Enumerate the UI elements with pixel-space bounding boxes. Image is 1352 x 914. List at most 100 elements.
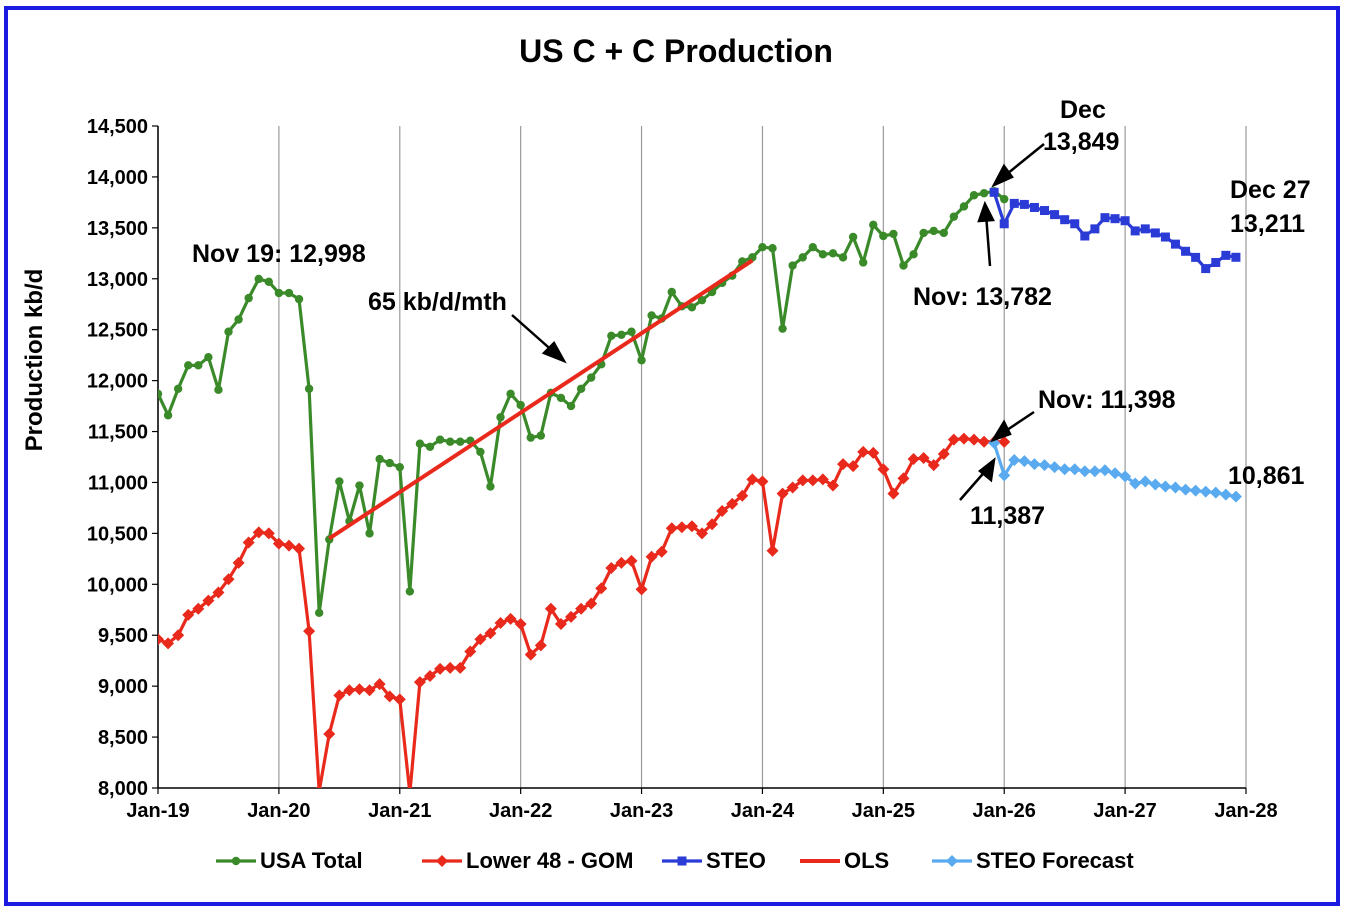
point-steo-22 <box>1211 257 1221 267</box>
point-steo-forecast-15 <box>1139 475 1152 488</box>
point-steo-forecast-13 <box>1119 470 1132 483</box>
point-usa-total-22 <box>375 454 384 464</box>
point-lower-48-gom-39 <box>544 602 557 615</box>
point-lower-48-gom-75 <box>907 453 920 466</box>
point-usa-total-47 <box>627 327 636 336</box>
point-steo-14 <box>1130 226 1140 236</box>
point-steo-forecast-20 <box>1189 484 1202 497</box>
point-steo-16 <box>1150 228 1160 238</box>
point-steo-forecast-17 <box>1159 480 1172 493</box>
point-lower-48-gom-36 <box>514 618 527 631</box>
point-steo-forecast-8 <box>1068 463 1081 476</box>
chart-canvas: US C + C Production 8,000 8,500 9,000 9,500… <box>21 33 1311 873</box>
point-lower-48-gom-28 <box>434 662 447 675</box>
x-tick-label-2: Jan-21 <box>368 800 431 822</box>
point-usa-total-64 <box>798 253 807 262</box>
chart-frame: US C + C Production 8,000 8,500 9,000 9,500… <box>4 6 1340 906</box>
point-usa-total-40 <box>556 393 566 403</box>
point-usa-total-14 <box>294 294 304 304</box>
y-tick-label-2: 9,000 <box>98 676 148 698</box>
x-tick-label-8: Jan-27 <box>1093 800 1156 822</box>
point-usa-total-53 <box>687 303 697 312</box>
x-tick-label-9: Jan-28 <box>1214 800 1277 822</box>
point-usa-total-37 <box>526 433 535 442</box>
point-lower-48-gom-26 <box>413 676 426 689</box>
point-lower-48-gom-65 <box>806 474 819 487</box>
point-usa-total-10 <box>254 274 263 284</box>
point-lower-48-gom-41 <box>565 610 578 623</box>
point-usa-total-35 <box>506 389 515 399</box>
point-steo-forecast-19 <box>1179 483 1192 496</box>
annotation-l48-end: 10,861 <box>1228 462 1305 490</box>
point-lower-48-gom-62 <box>776 487 789 500</box>
point-steo-forecast-18 <box>1169 481 1182 494</box>
y-tick-label-8: 12,000 <box>87 371 148 393</box>
point-lower-48-gom-73 <box>887 487 900 500</box>
point-steo-forecast-23 <box>1219 488 1232 501</box>
point-usa-total-73 <box>889 229 898 239</box>
point-usa-total-32 <box>476 447 485 457</box>
point-lower-48-gom-55 <box>706 518 719 531</box>
point-usa-total-20 <box>355 481 364 490</box>
y-tick-label-5: 10,500 <box>87 523 148 545</box>
annotation-steo-l48-start: 11,387 <box>970 502 1045 530</box>
point-steo-4 <box>1029 202 1039 212</box>
x-tick-label-1: Jan-20 <box>247 800 310 822</box>
point-lower-48-gom-11 <box>262 527 275 540</box>
annotation-arrows <box>511 143 1045 501</box>
point-lower-48-gom-24 <box>393 693 406 706</box>
point-lower-48-gom-69 <box>847 460 860 473</box>
point-steo-21 <box>1201 264 1211 274</box>
point-steo-forecast-24 <box>1229 490 1242 503</box>
point-steo-forecast-3 <box>1018 455 1031 468</box>
point-usa-total-1 <box>163 411 173 420</box>
point-lower-48-gom-46 <box>615 556 628 569</box>
point-steo-23 <box>1221 250 1231 260</box>
point-steo-5 <box>1040 206 1050 216</box>
point-lower-48-gom-5 <box>202 594 215 607</box>
point-steo-forecast-5 <box>1038 459 1051 472</box>
point-usa-total-79 <box>949 212 959 221</box>
legend-label-usa-total: USA Total <box>260 848 363 873</box>
point-usa-total-2 <box>173 384 183 393</box>
point-lower-48-gom-33 <box>484 627 497 640</box>
point-lower-48-gom-57 <box>726 497 739 510</box>
point-lower-48-gom-45 <box>605 562 618 575</box>
point-steo-18 <box>1170 239 1180 249</box>
point-lower-48-gom-63 <box>786 481 799 494</box>
series-ols <box>328 258 754 541</box>
point-lower-48-gom-43 <box>585 597 598 610</box>
x-tick-label-4: Jan-23 <box>610 800 673 822</box>
point-lower-48-gom-48 <box>635 583 648 596</box>
point-usa-total-18 <box>335 477 344 486</box>
point-usa-total-33 <box>486 482 495 491</box>
annotation-dec-value: 13,849 <box>1043 128 1119 156</box>
point-steo-0 <box>989 187 999 197</box>
point-lower-48-gom-74 <box>897 472 910 485</box>
point-lower-48-gom-2 <box>172 629 185 642</box>
point-steo-forecast-12 <box>1109 467 1122 480</box>
point-lower-48-gom-51 <box>665 522 678 535</box>
point-lower-48-gom-56 <box>716 504 729 517</box>
point-lower-48-gom-17 <box>323 728 336 741</box>
y-tick-label-7: 11,500 <box>88 422 148 444</box>
x-tick-label-3: Jan-22 <box>489 800 552 822</box>
point-lower-48-gom-70 <box>857 445 870 458</box>
point-lower-48-gom-6 <box>212 586 225 599</box>
point-lower-48-gom-31 <box>464 645 477 658</box>
point-lower-48-gom-34 <box>494 617 507 630</box>
point-lower-48-gom-81 <box>968 433 980 446</box>
point-usa-total-70 <box>858 258 868 267</box>
point-usa-total-45 <box>607 331 616 341</box>
point-usa-total-7 <box>224 327 233 336</box>
point-lower-48-gom-25 <box>408 787 411 788</box>
point-usa-total-60 <box>758 242 767 252</box>
point-lower-48-gom-27 <box>424 669 436 682</box>
point-lower-48-gom-7 <box>222 573 235 586</box>
point-usa-total-28 <box>435 435 445 444</box>
point-usa-total-27 <box>425 442 435 452</box>
point-steo-forecast-6 <box>1048 461 1061 474</box>
point-steo-19 <box>1181 246 1191 256</box>
point-lower-48-gom-35 <box>504 612 517 625</box>
point-usa-total-49 <box>647 311 656 320</box>
